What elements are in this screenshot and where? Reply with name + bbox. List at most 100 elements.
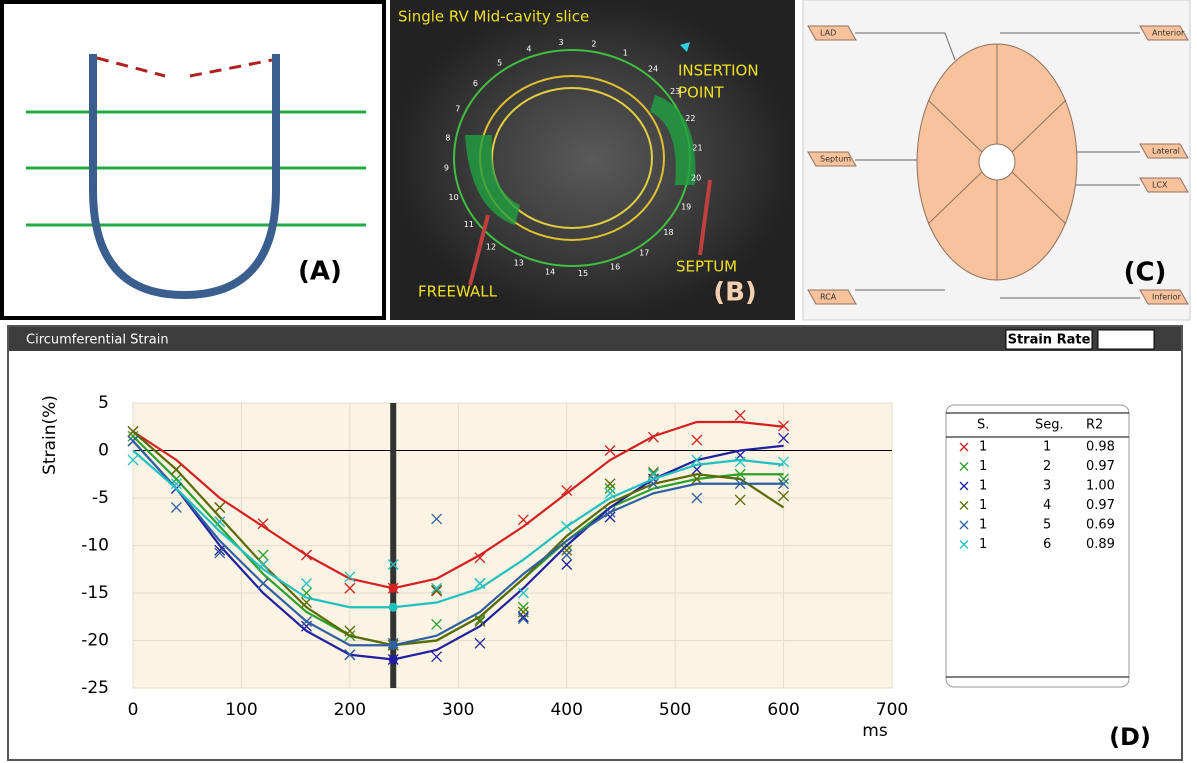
segment-number: 19 (681, 203, 691, 212)
legend-marker (959, 501, 969, 510)
panel-label: (C) (1124, 258, 1167, 288)
table-cell: 1 (979, 459, 987, 474)
vessel-label: RCA (820, 293, 837, 302)
segment-number: 11 (464, 220, 474, 229)
fit-line (132, 440, 784, 647)
y-tick-label: 0 (98, 441, 109, 461)
x-tick-label: 600 (767, 700, 799, 720)
table-body: S. Seg. R2 1 1 0.98 1 2 0.97 1 3 1.00 1 4 0.97 1 5 0.69 1 6… (959, 418, 1115, 552)
chart: 0 100 200 300 400 500 600 700 5 0 -5 -10 -15 -20 -25 St… (40, 393, 908, 741)
data-marker (301, 578, 312, 589)
button-label[interactable]: Strain Rate (1008, 333, 1091, 348)
panel-label: (D) (1109, 723, 1151, 751)
fit-line (132, 440, 784, 661)
segment-number: 3 (558, 38, 563, 47)
legend-marker (959, 520, 969, 530)
data-marker (474, 552, 486, 564)
data-marker (647, 466, 659, 478)
cursor-point (388, 602, 398, 612)
data-marker (604, 483, 616, 494)
segment-number: 6 (473, 79, 478, 88)
segment-number: 2 (591, 39, 596, 48)
x-tick-label: 300 (442, 700, 474, 720)
data-marker (604, 478, 616, 490)
panel-b (390, 0, 795, 320)
data-marker (561, 484, 573, 496)
segment-number: 20 (691, 174, 701, 183)
table-cell: 1 (1043, 440, 1051, 455)
data-marker (431, 513, 443, 525)
panel-label: (A) (298, 257, 342, 287)
vessel-tab (807, 25, 857, 41)
data-marker (344, 582, 356, 594)
vessel-tab (1139, 289, 1189, 305)
data-marker (517, 611, 529, 623)
base-line (96, 56, 273, 78)
annotation: SEPTUM (676, 258, 737, 276)
table-cell: 0.89 (1086, 537, 1115, 552)
panel-title: Single RV Mid-cavity slice (398, 8, 589, 26)
septum-region (650, 95, 696, 185)
data-marker (734, 494, 746, 506)
data-marker (257, 559, 269, 570)
table-cell: 1 (979, 440, 987, 455)
segment-number: 10 (449, 193, 459, 202)
data-marker (257, 518, 269, 530)
cursor-point (388, 583, 398, 593)
table-cell: 1 (979, 537, 987, 552)
segment-number: 14 (545, 268, 555, 277)
x-tick-label: 200 (334, 700, 366, 720)
header-title: Circumferential Strain (26, 333, 169, 348)
table-cell: 1 (979, 518, 987, 533)
arrow (468, 214, 490, 286)
vessel-tab (1139, 177, 1189, 193)
data-marker (214, 547, 226, 559)
data-marker (344, 649, 356, 661)
data-marker (127, 454, 139, 466)
data-marker (387, 559, 399, 570)
data-marker (517, 613, 529, 625)
segment-number: 9 (444, 164, 449, 173)
legend-marker (959, 462, 969, 471)
table-cell: 0.97 (1086, 498, 1115, 513)
table-cell: 6 (1043, 537, 1051, 552)
fit-line (132, 430, 785, 647)
y-tick-label: -5 (92, 488, 109, 508)
chart-toggle[interactable] (1097, 329, 1155, 350)
legend-marker (959, 442, 969, 452)
fit-table (945, 404, 1130, 688)
vessel-label: Inferior (1152, 293, 1182, 302)
table-cell: 0.97 (1086, 459, 1115, 474)
header-bar (9, 327, 1181, 351)
y-tick-label: -25 (81, 678, 109, 698)
data-marker (691, 492, 703, 504)
data-marker (561, 544, 573, 556)
strain-rate-button[interactable] (1005, 329, 1093, 350)
data-marker (431, 582, 443, 594)
segment-number: 18 (663, 228, 673, 237)
x-tick-label: 100 (225, 700, 257, 720)
table-cell: 1 (979, 498, 987, 513)
fit-line (132, 420, 784, 590)
data-marker (561, 549, 573, 561)
segment-number: 24 (648, 65, 658, 74)
vessel-label: Lateral (1152, 147, 1180, 156)
y-tick-label: -15 (81, 583, 109, 603)
segment-number: 4 (526, 44, 531, 53)
data-marker (517, 587, 529, 599)
data-marker (778, 473, 790, 485)
vessel-label: Septum (820, 155, 851, 164)
data-marker (431, 618, 443, 630)
segment-number: 22 (685, 114, 695, 123)
x-tick-label: 400 (550, 700, 582, 720)
vessel-labels: LAD Anterior Septum Lateral LCX RCA Inferior (807, 25, 1189, 305)
segment-number: 7 (455, 104, 460, 113)
data-marker (431, 584, 443, 596)
arrow (698, 179, 712, 256)
vessel-label: LAD (820, 29, 836, 38)
legend-marker (959, 540, 969, 549)
segment-number: 13 (514, 259, 524, 268)
segment-lines (927, 44, 1067, 280)
arrowhead (680, 42, 690, 52)
data-marker (431, 585, 443, 597)
